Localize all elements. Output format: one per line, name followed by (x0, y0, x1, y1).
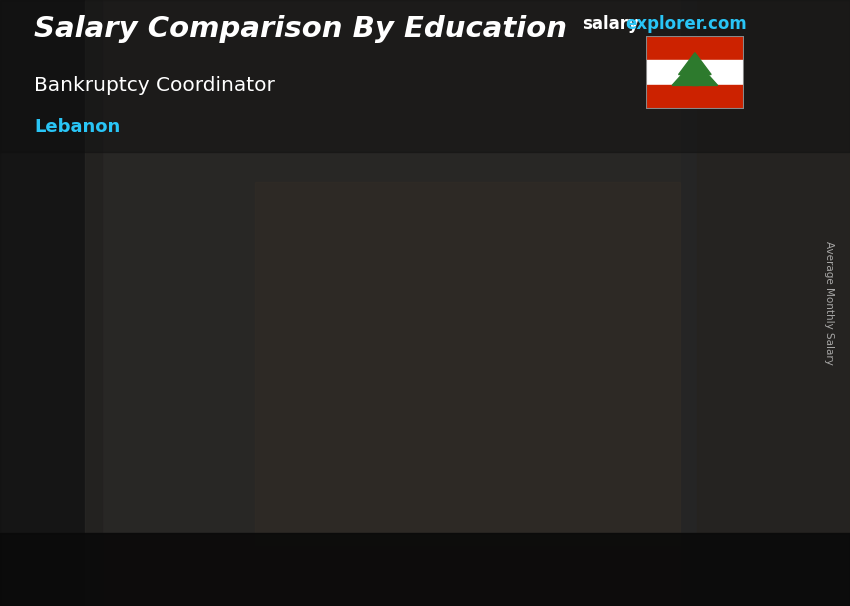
Text: salary: salary (582, 15, 639, 33)
Polygon shape (584, 176, 673, 180)
Bar (584, 180, 656, 539)
Bar (692, 79, 698, 85)
Bar (400, 268, 472, 539)
Text: Bachelor's
Degree: Bachelor's Degree (401, 553, 487, 586)
Text: Bankruptcy Coordinator: Bankruptcy Coordinator (34, 76, 275, 95)
Polygon shape (400, 265, 488, 268)
Bar (697, 0, 850, 606)
Text: 15,400,000 LBP: 15,400,000 LBP (679, 161, 802, 175)
Text: +33%: +33% (463, 82, 553, 110)
Polygon shape (672, 60, 717, 85)
Text: Master's
Degree: Master's Degree (592, 553, 664, 586)
Bar (646, 60, 744, 85)
Text: 11,600,000 LBP: 11,600,000 LBP (368, 287, 490, 301)
Bar (646, 85, 744, 109)
Text: 7,250,000 LBP: 7,250,000 LBP (95, 348, 208, 362)
Text: Salary Comparison By Education: Salary Comparison By Education (34, 15, 567, 43)
Text: Average Monthly Salary: Average Monthly Salary (824, 241, 834, 365)
Polygon shape (472, 265, 488, 539)
Polygon shape (678, 53, 711, 75)
Text: Certificate or
Diploma: Certificate or Diploma (205, 553, 314, 586)
Bar (85, 0, 680, 606)
Bar (255, 182, 680, 545)
Text: +59%: +59% (279, 171, 369, 199)
Polygon shape (656, 176, 673, 539)
Bar (646, 36, 744, 60)
Polygon shape (215, 367, 304, 370)
Text: Lebanon: Lebanon (34, 118, 120, 136)
Bar (0, 533, 850, 606)
Text: explorer.com: explorer.com (625, 15, 746, 33)
Polygon shape (287, 367, 304, 539)
Bar (0, 0, 102, 606)
Bar (0, 0, 850, 152)
Bar (215, 370, 287, 539)
